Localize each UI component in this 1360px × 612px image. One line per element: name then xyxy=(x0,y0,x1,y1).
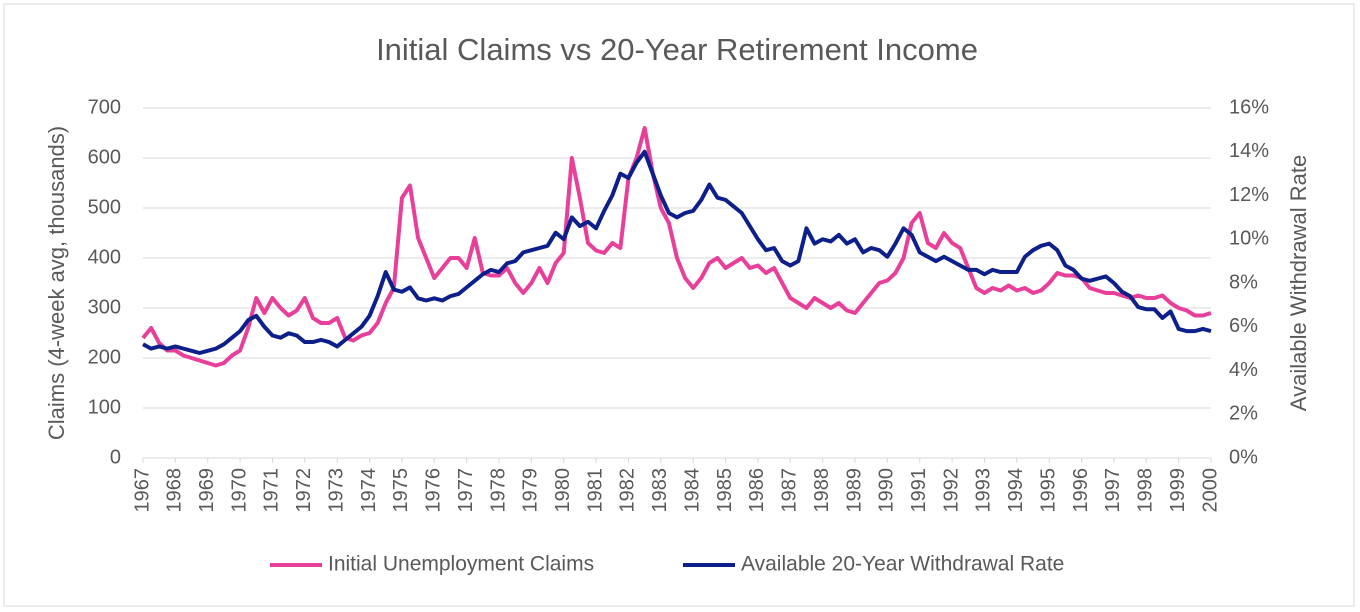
x-tick-label: 1986 xyxy=(746,468,768,513)
x-tick-label: 1976 xyxy=(423,468,445,513)
x-tick-label: 1982 xyxy=(617,468,639,513)
x-tick-label: 1994 xyxy=(1005,468,1027,513)
x-tick-label: 1967 xyxy=(131,468,153,513)
x-tick-label: 1971 xyxy=(261,468,283,513)
y2-tick-label: 16% xyxy=(1229,96,1269,118)
series-line xyxy=(141,126,1212,368)
x-tick-label: 1980 xyxy=(552,468,574,513)
x-tick-label: 1997 xyxy=(1102,468,1124,513)
x-tick-label: 1995 xyxy=(1037,468,1059,513)
x-tick-label: 1989 xyxy=(843,468,865,513)
x-tick-label: 1975 xyxy=(390,468,412,513)
y2-tick-label: 0% xyxy=(1229,446,1258,468)
x-tick-label: 1993 xyxy=(973,468,995,513)
x-tick-label: 1974 xyxy=(358,468,380,513)
y-tick-label: 0 xyxy=(110,446,121,468)
x-tick-label: 1991 xyxy=(908,468,930,513)
x-tick-label: 1977 xyxy=(455,468,477,513)
y-axis-label: Claims (4-week avg, thousands) xyxy=(44,126,69,440)
y2-tick-label: 4% xyxy=(1229,359,1258,381)
x-tick-label: 1987 xyxy=(779,468,801,513)
x-tick-label: 1990 xyxy=(876,468,898,513)
y-tick-label: 400 xyxy=(88,246,121,268)
x-tick-label: 2000 xyxy=(1199,468,1221,513)
y-tick-label: 500 xyxy=(88,196,121,218)
x-tick-label: 1985 xyxy=(714,468,736,513)
chart-border xyxy=(3,3,1355,607)
x-tick-label: 1999 xyxy=(1167,468,1189,513)
x-tick-label: 1968 xyxy=(164,468,186,513)
x-tick-label: 1981 xyxy=(584,468,606,513)
x-tick-label: 1970 xyxy=(228,468,250,513)
x-tick-label: 1983 xyxy=(649,468,671,513)
y-tick-label: 100 xyxy=(88,396,121,418)
chart-title: Initial Claims vs 20-Year Retirement Inc… xyxy=(376,32,978,67)
x-tick-label: 1973 xyxy=(325,468,347,513)
legend-label: Initial Unemployment Claims xyxy=(328,553,594,576)
x-tick-label: 1988 xyxy=(811,468,833,513)
x-tick-label: 1969 xyxy=(196,468,218,513)
series-line xyxy=(142,149,1212,355)
y-tick-label: 200 xyxy=(88,346,121,368)
y2-tick-label: 6% xyxy=(1229,315,1258,337)
x-tick-label: 1972 xyxy=(293,468,315,513)
x-tick-label: 1984 xyxy=(681,468,703,513)
legend-label: Available 20-Year Withdrawal Rate xyxy=(741,553,1064,576)
y2-tick-label: 10% xyxy=(1229,228,1269,250)
x-tick-label: 1996 xyxy=(1070,468,1092,513)
y2-tick-label: 2% xyxy=(1229,403,1258,425)
y-tick-label: 600 xyxy=(88,146,121,168)
x-tick-label: 1978 xyxy=(487,468,509,513)
y2-tick-label: 8% xyxy=(1229,271,1258,293)
y2-tick-label: 12% xyxy=(1229,184,1269,206)
y2-tick-label: 14% xyxy=(1229,140,1269,162)
y-tick-label: 700 xyxy=(88,96,121,118)
x-tick-label: 1979 xyxy=(520,468,542,513)
x-tick-label: 1992 xyxy=(940,468,962,513)
y2-axis-label: Available Withdrawal Rate xyxy=(1286,155,1311,411)
y-tick-label: 300 xyxy=(88,296,121,318)
x-tick-label: 1998 xyxy=(1135,468,1157,513)
